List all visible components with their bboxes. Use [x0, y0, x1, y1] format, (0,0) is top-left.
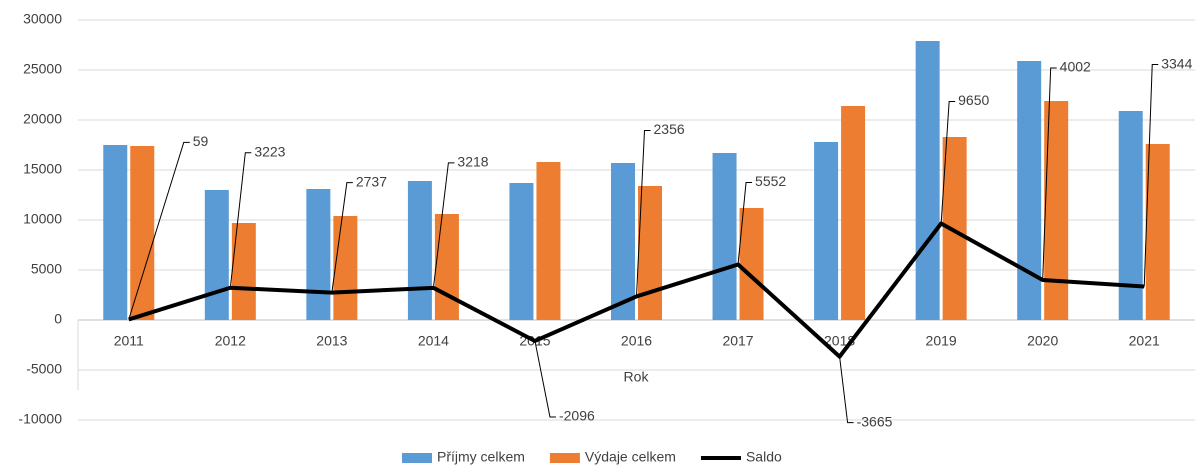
- y-tick-label: 15000: [23, 161, 62, 177]
- x-axis-label: Rok: [624, 369, 650, 385]
- leader-line: [128, 141, 190, 320]
- x-tick-label: 2020: [1027, 333, 1058, 349]
- data-label: 2737: [356, 173, 387, 189]
- leader-line: [1143, 64, 1159, 287]
- x-tick-label: 2012: [215, 333, 246, 349]
- bar: [333, 216, 358, 320]
- leader-line: [737, 181, 753, 265]
- bar: [204, 190, 229, 320]
- leader-line: [229, 152, 252, 288]
- bar: [814, 142, 839, 320]
- data-label: 2356: [654, 121, 685, 137]
- y-tick-label: -5000: [26, 361, 62, 377]
- bar: [407, 181, 432, 320]
- data-label: 5552: [755, 173, 786, 189]
- data-label: 9650: [958, 92, 989, 108]
- data-label: -2096: [559, 408, 595, 424]
- data-label: 4002: [1060, 59, 1091, 75]
- leader-line: [331, 182, 353, 293]
- y-tick-label: 30000: [23, 11, 62, 27]
- bar: [1017, 61, 1042, 320]
- leader-line: [636, 129, 651, 297]
- leader-line: [534, 340, 556, 418]
- bar: [915, 41, 940, 320]
- bar: [536, 162, 561, 320]
- leader-line: [1042, 67, 1057, 280]
- data-label: 3223: [254, 143, 285, 159]
- y-tick-label: -10000: [18, 411, 62, 427]
- data-label: 3344: [1161, 55, 1192, 71]
- bar: [103, 145, 128, 320]
- x-tick-label: 2017: [722, 333, 753, 349]
- x-tick-label: 2019: [926, 333, 957, 349]
- y-tick-label: 0: [54, 311, 62, 327]
- bar: [130, 146, 155, 320]
- bar: [306, 189, 331, 320]
- bar: [1118, 111, 1143, 320]
- leader-line: [839, 356, 854, 424]
- data-label: 3218: [457, 154, 488, 170]
- leader-line: [432, 162, 455, 288]
- x-tick-label: 2016: [621, 333, 652, 349]
- legend-label: Saldo: [746, 449, 782, 465]
- x-tick-label: 2011: [114, 333, 144, 349]
- y-tick-label: 20000: [23, 111, 62, 127]
- x-tick-label: 2013: [316, 333, 347, 349]
- legend-swatch: [402, 453, 432, 463]
- bar: [1145, 144, 1170, 320]
- bar: [638, 186, 662, 320]
- bar: [509, 183, 534, 320]
- legend-label: Výdaje celkem: [585, 449, 676, 465]
- y-tick-label: 10000: [23, 211, 62, 227]
- bar: [611, 163, 635, 320]
- leader-line: [940, 101, 956, 224]
- bar: [434, 214, 459, 320]
- y-tick-label: 25000: [23, 61, 62, 77]
- y-tick-label: 5000: [31, 261, 62, 277]
- bar: [712, 153, 737, 320]
- x-tick-label: 2021: [1129, 333, 1160, 349]
- data-label: -3665: [857, 413, 893, 429]
- x-tick-label: 2014: [418, 333, 449, 349]
- bar: [841, 106, 866, 320]
- legend-swatch: [549, 453, 580, 463]
- data-label: 59: [193, 133, 209, 149]
- bar: [739, 208, 764, 320]
- legend-label: Příjmy celkem: [437, 449, 525, 465]
